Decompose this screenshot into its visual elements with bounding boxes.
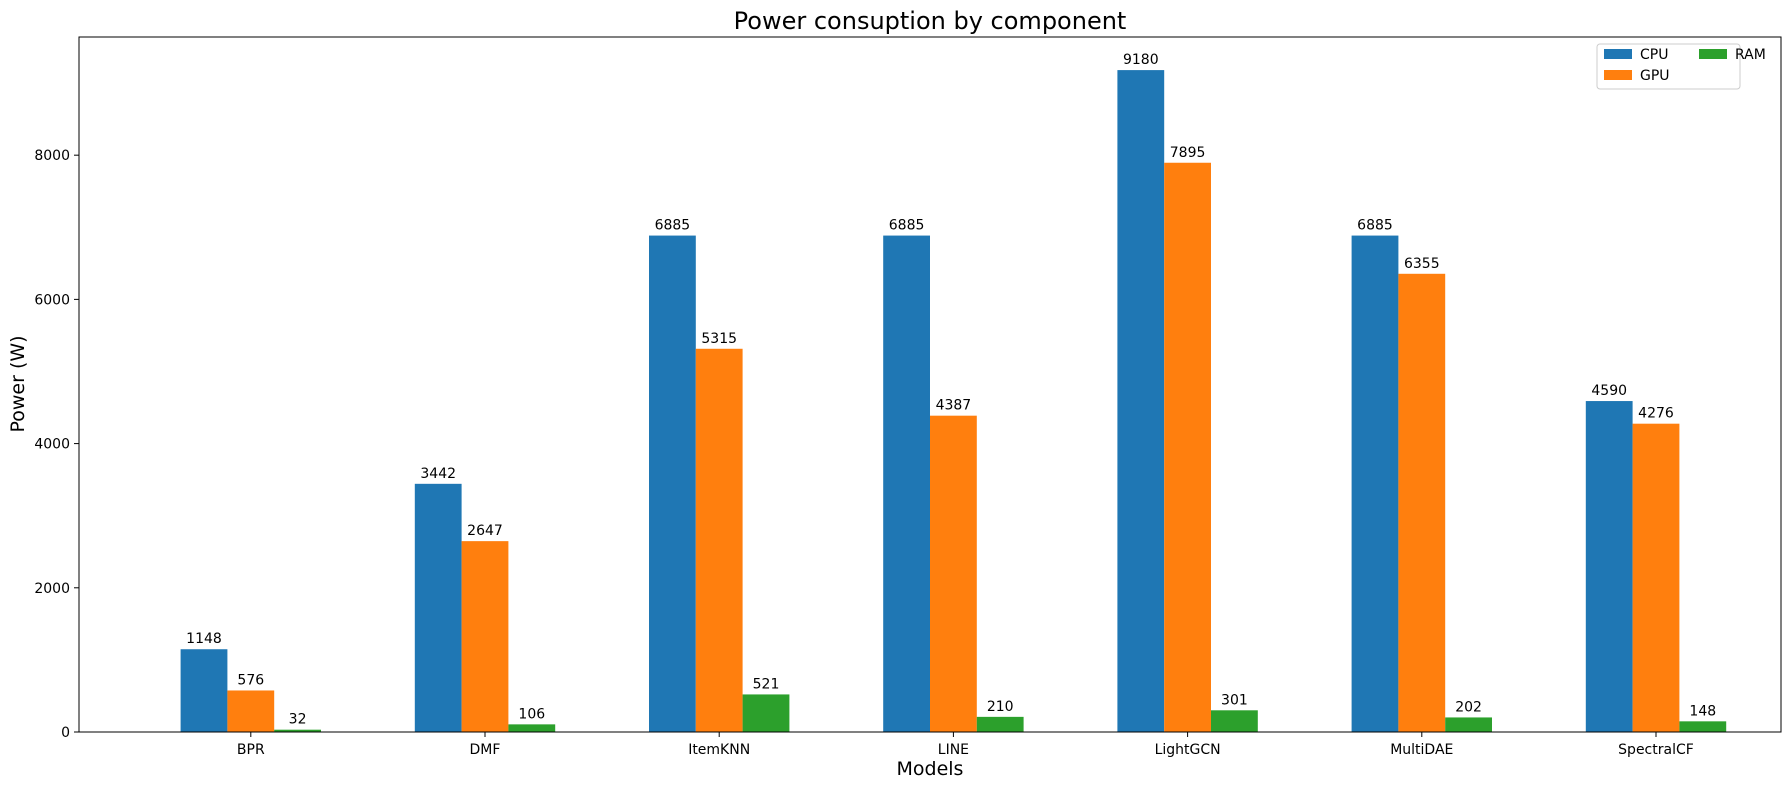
legend-label-ram: RAM <box>1735 47 1766 63</box>
bar-gpu-spectralcf <box>1632 423 1680 732</box>
bar-cpu-itemknn <box>649 235 696 732</box>
bar-gpu-lightgcn <box>1164 162 1211 732</box>
bar-cpu-lightgcn <box>1117 70 1165 733</box>
bar-value-label: 521 <box>753 676 780 692</box>
bars-group <box>180 70 1727 733</box>
bar-value-label: 202 <box>1455 699 1482 715</box>
bar-ram-line <box>976 716 1024 732</box>
bar-value-label: 4387 <box>936 398 972 414</box>
x-tick-label: ItemKNN <box>688 742 750 758</box>
x-tick-label: SpectralCF <box>1618 742 1694 758</box>
y-tick-label: 6000 <box>34 292 70 308</box>
bar-value-label: 32 <box>289 712 307 728</box>
legend-label-gpu: GPU <box>1640 68 1670 84</box>
bar-value-label: 1148 <box>186 631 222 647</box>
bar-gpu-multidae <box>1398 273 1446 732</box>
bar-ram-dmf <box>508 724 556 732</box>
bar-value-label: 148 <box>1689 703 1716 719</box>
bar-ram-bpr <box>274 729 321 732</box>
bar-value-label: 7895 <box>1170 145 1206 161</box>
legend-swatch-gpu <box>1604 70 1632 80</box>
bar-ram-lightgcn <box>1211 710 1258 732</box>
x-tick-label: DMF <box>470 742 501 758</box>
bar-ram-itemknn <box>742 694 790 732</box>
chart-title: Power consuption by component <box>734 7 1127 35</box>
x-tick-label: LightGCN <box>1155 742 1221 758</box>
bar-value-label: 4590 <box>1591 383 1627 399</box>
legend: CPU GPU RAM <box>1596 43 1766 90</box>
bar-cpu-multidae <box>1351 235 1399 732</box>
bar-value-label: 301 <box>1221 692 1248 708</box>
bar-value-label: 576 <box>237 672 264 688</box>
bar-value-label: 210 <box>987 699 1014 715</box>
legend-label-cpu: CPU <box>1640 47 1668 63</box>
y-tick-label: 2000 <box>34 581 70 597</box>
bar-labels-group: 1148 3442 6885 6885 9180 6885 4590 576 2647 5315 4… <box>186 52 1716 728</box>
legend-swatch-ram <box>1699 49 1727 59</box>
bar-gpu-itemknn <box>695 348 743 732</box>
x-tick-label: MultiDAE <box>1390 742 1453 758</box>
x-tick-label: LINE <box>938 742 969 758</box>
bar-value-label: 4276 <box>1638 406 1674 422</box>
bar-ram-spectralcf <box>1679 721 1727 732</box>
bar-cpu-dmf <box>414 483 462 732</box>
bar-gpu-dmf <box>461 541 509 732</box>
bar-value-label: 6885 <box>1357 218 1393 234</box>
bar-value-label: 9180 <box>1123 52 1159 68</box>
bar-value-label: 6355 <box>1404 256 1440 272</box>
y-tick-label: 4000 <box>34 437 70 453</box>
bar-ram-multidae <box>1445 717 1492 732</box>
x-axis-label: Models <box>897 758 964 780</box>
y-tick-label: 0 <box>61 725 70 741</box>
plot-frame <box>78 36 1782 733</box>
bar-cpu-bpr <box>180 649 228 732</box>
bar-value-label: 2647 <box>467 523 503 539</box>
y-axis-label: Power (W) <box>7 335 29 432</box>
y-tick-label: 8000 <box>34 148 70 164</box>
legend-swatch-cpu <box>1604 49 1632 59</box>
bar-gpu-line <box>930 415 977 732</box>
bar-value-label: 6885 <box>889 218 925 234</box>
bar-gpu-bpr <box>227 690 275 732</box>
x-axis: BPR DMF ItemKNN LINE LightGCN MultiDAE Spectra… <box>237 732 1694 758</box>
bar-value-label: 5315 <box>701 331 737 347</box>
x-tick-label: BPR <box>237 742 265 758</box>
bar-value-label: 3442 <box>420 466 456 482</box>
bar-cpu-line <box>883 235 930 732</box>
y-axis: 0 2000 4000 6000 8000 <box>34 148 79 741</box>
bar-value-label: 106 <box>518 706 545 722</box>
bar-cpu-spectralcf <box>1585 401 1633 732</box>
bar-value-label: 6885 <box>655 218 691 234</box>
